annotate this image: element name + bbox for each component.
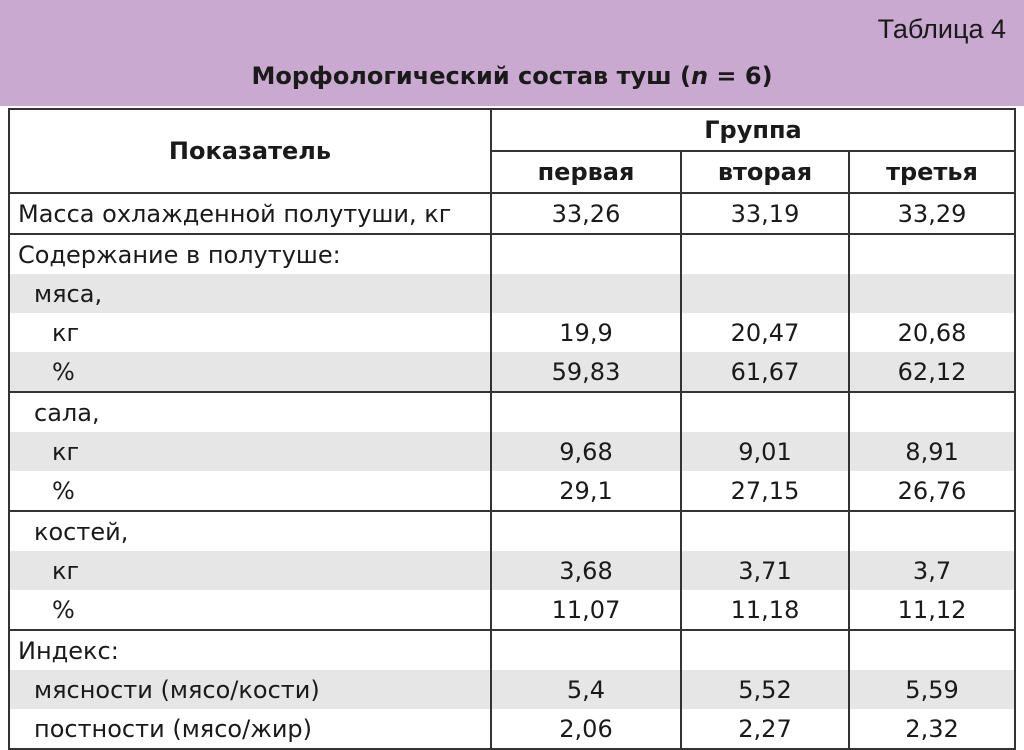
value-cell: 33,26 [490,193,682,234]
value-cell: 33,19 [680,193,850,234]
value-cell: 2,32 [847,709,1017,749]
value-cell: 20,68 [847,313,1017,352]
value-cell: 8,91 [847,432,1017,471]
title-text: Морфологический состав туш ( [251,62,691,90]
table-row: кг 9,68 9,01 8,91 [8,432,1017,471]
table-block: Содержание в полутуше: мяса, кг 19,9 20,47 20… [8,234,1017,392]
header-band: Таблица 4 Морфологический состав туш (n … [0,0,1024,106]
table-row: постности (мясо/жир) 2,06 2,27 2,32 [8,709,1017,749]
value-cell: 62,12 [847,352,1017,392]
value-cell: 61,67 [680,352,850,392]
table-row: мяса, [8,274,1017,313]
group-name: третья [847,150,1017,193]
value-cell [680,511,850,551]
value-cell: 29,1 [490,471,682,511]
value-cell [680,274,850,313]
row-label: Содержание в полутуше: [8,234,492,274]
value-cell: 33,29 [847,193,1017,234]
row-label: постности (мясо/жир) [8,709,492,749]
data-table: Показатель Группа первая вторая третья Масс… [8,108,1017,750]
value-cell: 2,27 [680,709,850,749]
value-cell [490,234,682,274]
table-head: Показатель Группа первая вторая третья [8,109,1017,193]
value-cell: 5,59 [847,670,1017,709]
table-row: Содержание в полутуше: [8,234,1017,274]
value-cell [490,274,682,313]
value-cell: 27,15 [680,471,850,511]
value-cell [680,234,850,274]
row-label: сала, [8,392,492,432]
title-n: n [690,62,709,90]
row-label: % [8,590,492,630]
table-block: Масса охлажденной полутуши, кг 33,26 33,19… [8,193,1017,234]
title-text: = 6) [708,62,773,90]
row-label: кг [8,551,492,590]
table-block: сала, кг 9,68 9,01 8,91% 29,1 27,15 26,76 [8,392,1017,511]
value-cell: 11,18 [680,590,850,630]
value-cell [847,234,1017,274]
value-cell: 9,01 [680,432,850,471]
table-row: мясности (мясо/кости) 5,4 5,52 5,59 [8,670,1017,709]
value-cell: 5,52 [680,670,850,709]
table-block: Индекс: мясности (мясо/кости) 5,4 5,52 5,59 п… [8,630,1017,749]
group-header: Группа [489,109,1017,151]
group-name: вторая [680,150,850,193]
value-cell [680,630,850,670]
row-label: % [8,471,492,511]
row-label: Индекс: [8,630,492,670]
value-cell: 19,9 [490,313,682,352]
value-cell: 59,83 [490,352,682,392]
table-label: Таблица 4 [877,14,1006,44]
value-cell: 26,76 [847,471,1017,511]
value-cell: 20,47 [680,313,850,352]
value-cell: 3,7 [847,551,1017,590]
value-cell: 9,68 [490,432,682,471]
row-label: мясности (мясо/кости) [8,670,492,709]
row-label: мяса, [8,274,492,313]
group-name: первая [490,150,682,193]
table-row: % 29,1 27,15 26,76 [8,471,1017,511]
value-cell [847,511,1017,551]
table-row: Масса охлажденной полутуши, кг 33,26 33,19… [8,193,1017,234]
row-label: % [8,352,492,392]
value-cell [490,392,682,432]
table-row: костей, [8,511,1017,551]
value-cell: 3,71 [680,551,850,590]
indicator-header: Показатель [8,109,492,193]
value-cell [680,392,850,432]
row-label: кг [8,432,492,471]
table-row: Индекс: [8,630,1017,670]
table-row: сала, [8,392,1017,432]
table-row: % 11,07 11,18 11,12 [8,590,1017,630]
value-cell: 5,4 [490,670,682,709]
value-cell: 11,12 [847,590,1017,630]
row-label: костей, [8,511,492,551]
value-cell: 3,68 [490,551,682,590]
table-block: костей, кг 3,68 3,71 3,7% 11,07 11,18 11,12 [8,511,1017,630]
table-row: кг 19,9 20,47 20,68 [8,313,1017,352]
value-cell [847,392,1017,432]
table-title: Морфологический состав туш (n = 6) [0,62,1024,90]
value-cell [490,511,682,551]
row-label: кг [8,313,492,352]
value-cell [490,630,682,670]
value-cell: 2,06 [490,709,682,749]
value-cell [847,630,1017,670]
row-label: Масса охлажденной полутуши, кг [8,193,492,234]
table-row: кг 3,68 3,71 3,7 [8,551,1017,590]
table-row: % 59,83 61,67 62,12 [8,352,1017,392]
value-cell [847,274,1017,313]
value-cell: 11,07 [490,590,682,630]
